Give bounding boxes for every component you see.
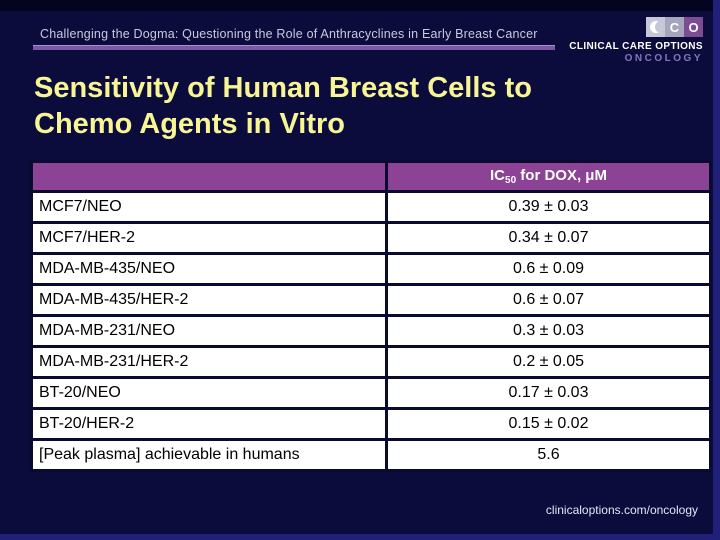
table-header-empty-cell — [30, 160, 388, 193]
table-row: MDA-MB-231/NEO 0.3 ± 0.03 — [30, 314, 712, 348]
ic50-value: 0.3 ± 0.03 — [385, 314, 712, 348]
cell-line-label: MDA-MB-435/NEO — [30, 252, 388, 286]
logo-letter-o: O — [684, 17, 703, 37]
slide-bottom-edge — [0, 534, 720, 540]
table-row: BT-20/NEO 0.17 ± 0.03 — [30, 376, 712, 410]
ic50-value: 0.6 ± 0.09 — [385, 252, 712, 286]
cell-line-label: MCF7/NEO — [30, 190, 388, 224]
crescent-icon — [646, 17, 665, 37]
slide-right-edge — [713, 0, 720, 540]
cell-line-label: MCF7/HER-2 — [30, 221, 388, 255]
ic50-value: 0.17 ± 0.03 — [385, 376, 712, 410]
cco-logo: C O CLINICAL CARE OPTIONS ONCOLOGY — [483, 17, 703, 64]
table-row: MDA-MB-231/HER-2 0.2 ± 0.05 — [30, 345, 712, 379]
table-row: MCF7/HER-2 0.34 ± 0.07 — [30, 221, 712, 255]
cell-line-label: MDA-MB-435/HER-2 — [30, 283, 388, 317]
ic50-value: 5.6 — [385, 438, 712, 472]
ic50-value: 0.6 ± 0.07 — [385, 283, 712, 317]
table-header-ic50-cell: IC50 for DOX, μM — [385, 160, 712, 193]
ic50-value: 0.15 ± 0.02 — [385, 407, 712, 441]
table-row: BT-20/HER-2 0.15 ± 0.02 — [30, 407, 712, 441]
table-row: MDA-MB-435/HER-2 0.6 ± 0.07 — [30, 283, 712, 317]
cell-line-label: BT-20/NEO — [30, 376, 388, 410]
ic50-value: 0.39 ± 0.03 — [385, 190, 712, 224]
footer-url: clinicaloptions.com/oncology — [545, 503, 698, 517]
slide-title: Sensitivity of Human Breast Cells to Che… — [34, 70, 694, 143]
cell-line-label: MDA-MB-231/HER-2 — [30, 345, 388, 379]
table-row: MDA-MB-435/NEO 0.6 ± 0.09 — [30, 252, 712, 286]
cell-line-label: [Peak plasma] achievable in humans — [30, 438, 388, 472]
program-title: Challenging the Dogma: Questioning the R… — [40, 27, 538, 41]
slide-top-edge — [0, 0, 720, 11]
org-name: CLINICAL CARE OPTIONS — [569, 41, 703, 52]
ic50-table: IC50 for DOX, μM MCF7/NEO 0.39 ± 0.03 MC… — [30, 160, 712, 472]
ic50-subscript: 50 — [505, 175, 517, 186]
table-row: MCF7/NEO 0.39 ± 0.03 — [30, 190, 712, 224]
cell-line-label: BT-20/HER-2 — [30, 407, 388, 441]
logo-letter-c: C — [665, 17, 684, 37]
ic50-value: 0.2 ± 0.05 — [385, 345, 712, 379]
division-name: ONCOLOGY — [624, 53, 703, 64]
cco-logo-squares: C O — [646, 17, 703, 37]
slide-title-line1: Sensitivity of Human Breast Cells to — [34, 72, 532, 104]
ic50-value: 0.34 ± 0.07 — [385, 221, 712, 255]
cell-line-label: MDA-MB-231/NEO — [30, 314, 388, 348]
slide-title-line2: Chemo Agents in Vitro — [34, 108, 345, 141]
table-header-row: IC50 for DOX, μM — [30, 160, 712, 193]
header-divider-rule — [33, 45, 555, 50]
table-row: [Peak plasma] achievable in humans 5.6 — [30, 438, 712, 472]
